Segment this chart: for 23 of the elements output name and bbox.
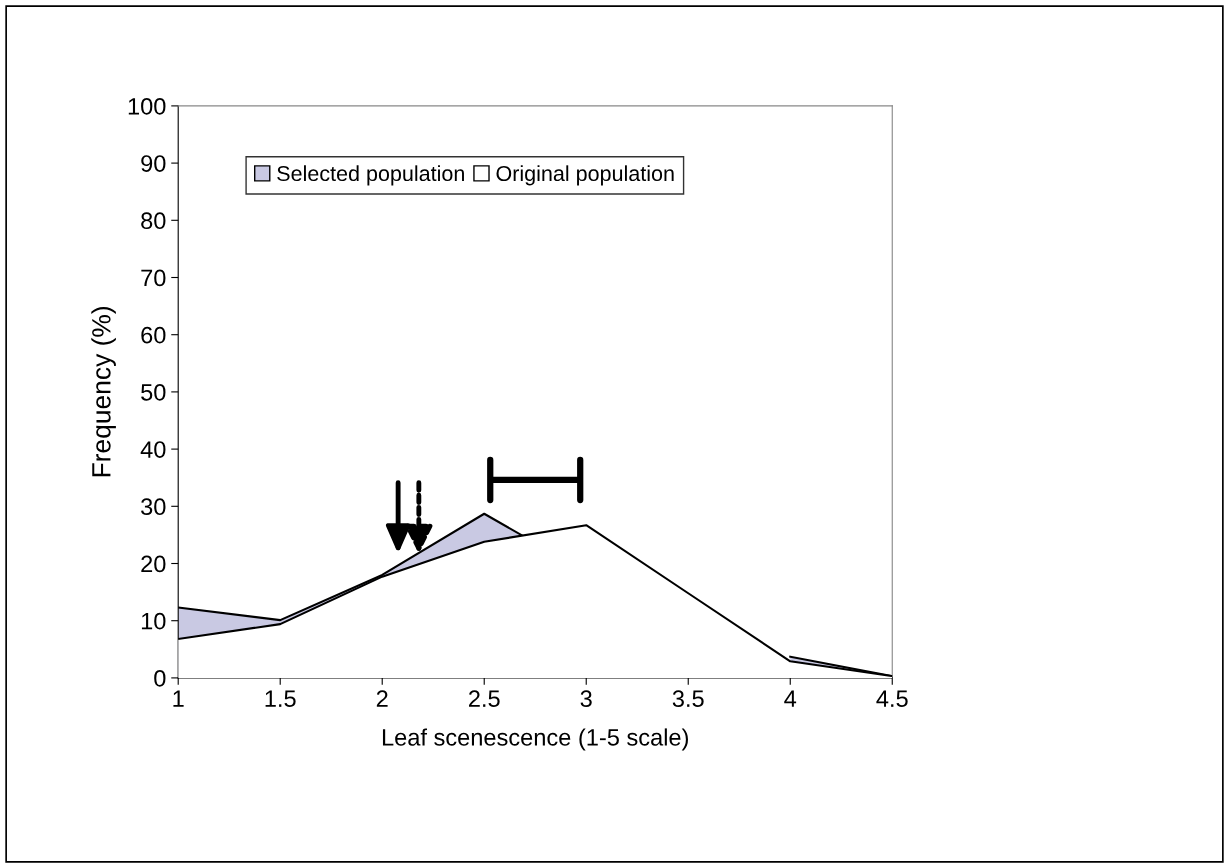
y-tick-label: 40 [140, 441, 166, 458]
x-tick-label: 3.5 [672, 690, 704, 708]
x-tick-label: 1 [173, 690, 184, 707]
x-tick-label: 2 [376, 690, 388, 707]
legend-label: Selected population [277, 165, 464, 186]
y-tick-label: 80 [141, 212, 166, 230]
y-tick-label: 10 [141, 612, 166, 630]
y-tick-label: 50 [141, 383, 166, 401]
y-tick-label: 100 [128, 97, 166, 115]
y-axis-title: Frequency (%) [91, 307, 116, 477]
x-tick-label: 4 [784, 690, 797, 707]
x-axis-title: Leaf scenescence (1-5 scale) [382, 728, 688, 751]
y-tick-label: 20 [141, 555, 166, 573]
y-tick-label: 0 [154, 669, 166, 687]
x-tick-label: 4.5 [876, 690, 908, 708]
x-tick-label: 1.5 [265, 690, 296, 708]
y-tick-label: 30 [141, 498, 166, 516]
y-tick-label: 70 [141, 269, 166, 287]
legend-label: Original population [496, 165, 674, 186]
y-tick-label: 60 [141, 326, 166, 344]
x-tick-label: 2.5 [469, 690, 500, 708]
y-tick-label: 90 [141, 155, 166, 172]
x-tick-label: 3 [580, 690, 592, 708]
